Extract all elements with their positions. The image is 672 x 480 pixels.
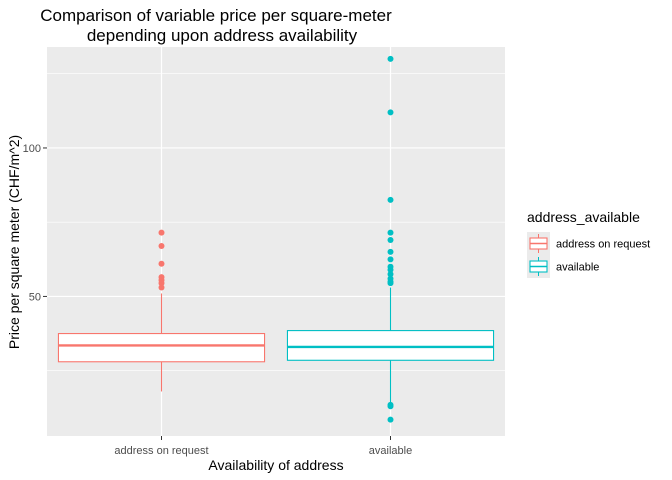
outlier-point	[158, 284, 165, 291]
outlier-point	[387, 248, 394, 255]
outlier-point	[387, 256, 394, 263]
outlier-point	[387, 416, 394, 423]
outlier-point	[387, 109, 394, 116]
x-axis-title: Availability of address	[208, 457, 343, 473]
legend: address on request available	[527, 232, 650, 278]
x-tick-label: available	[369, 445, 412, 457]
legend-label: available	[556, 262, 599, 274]
outlier-point	[158, 274, 165, 281]
outlier-point	[387, 229, 394, 236]
chart-title-line-1: Comparison of variable price per square-…	[40, 6, 392, 25]
legend-item-1: available	[527, 255, 599, 278]
outliers-layer	[158, 55, 394, 423]
outlier-point	[387, 401, 394, 408]
y-axis-title: Price per square meter (CHF/m^2)	[6, 135, 22, 349]
y-tick-label: 100	[23, 143, 41, 155]
x-tick-label: address on request	[114, 445, 208, 457]
chart-title-line-2: depending upon address availability	[87, 26, 358, 45]
y-tick-label: 50	[29, 291, 41, 303]
outlier-point	[387, 196, 394, 203]
boxes-layer	[57, 287, 495, 404]
box-rect	[57, 333, 266, 363]
outlier-point	[387, 237, 394, 244]
outlier-point	[387, 275, 394, 282]
minor-gridlines	[47, 73, 505, 371]
box-0	[57, 293, 266, 392]
box-rect	[286, 330, 495, 361]
plot-panel	[47, 47, 505, 436]
legend-item-0: address on request	[527, 232, 650, 255]
legend-label: address on request	[556, 239, 650, 251]
x-axis-ticks: address on request available	[114, 436, 412, 457]
y-axis-ticks: 50 100	[23, 143, 47, 303]
outlier-point	[387, 55, 394, 62]
outlier-point	[158, 260, 165, 267]
outlier-point	[158, 229, 165, 236]
box-1	[286, 287, 495, 404]
outlier-point	[387, 263, 394, 270]
legend-title: address_available	[527, 209, 640, 225]
outlier-point	[158, 242, 165, 249]
outlier-point	[387, 271, 394, 278]
